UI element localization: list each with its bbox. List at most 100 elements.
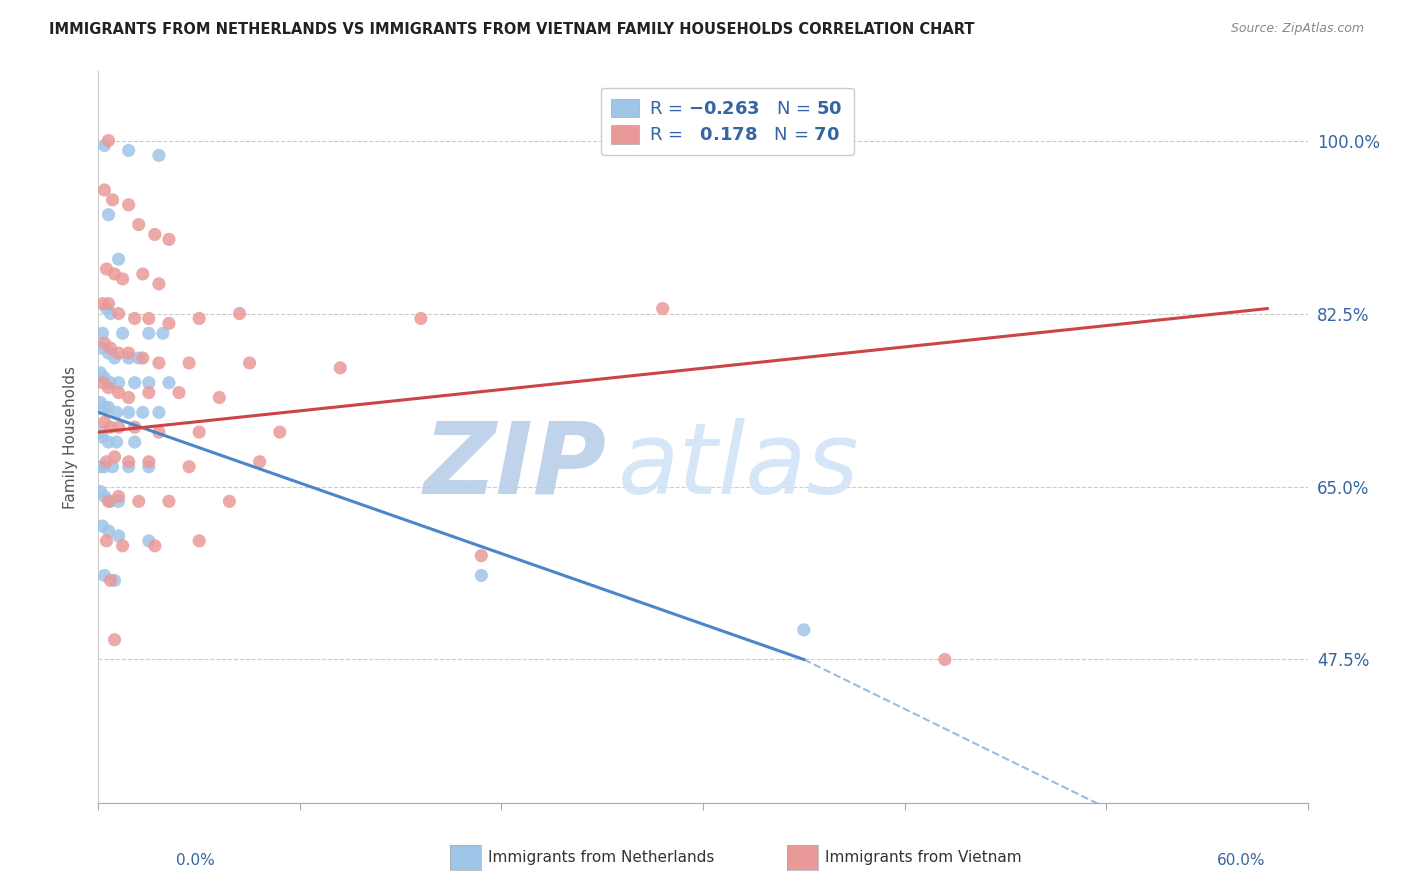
Point xyxy=(148,277,170,291)
Point xyxy=(118,455,141,469)
Point xyxy=(409,311,432,326)
Point xyxy=(470,568,492,582)
Point xyxy=(118,346,141,360)
Point xyxy=(107,529,129,543)
Point xyxy=(103,632,125,647)
Point xyxy=(124,435,146,450)
Point xyxy=(148,148,170,162)
Text: Immigrants from Netherlands: Immigrants from Netherlands xyxy=(488,850,714,864)
Point xyxy=(148,356,170,370)
Point xyxy=(89,425,111,439)
Point xyxy=(188,311,211,326)
Point xyxy=(89,484,111,499)
Point xyxy=(132,351,155,365)
Point xyxy=(179,356,201,370)
Text: ZIP: ZIP xyxy=(423,417,606,515)
Point xyxy=(105,435,128,450)
Point xyxy=(228,306,250,320)
Point xyxy=(124,311,146,326)
Point xyxy=(111,539,134,553)
Point xyxy=(91,430,114,444)
Point xyxy=(97,381,120,395)
Point xyxy=(93,459,115,474)
Point xyxy=(93,489,115,503)
Point xyxy=(93,401,115,415)
Point xyxy=(793,623,815,637)
Point xyxy=(107,420,129,434)
Point xyxy=(93,183,115,197)
Point xyxy=(934,652,956,666)
Text: 0.0%: 0.0% xyxy=(176,854,215,868)
Point xyxy=(167,385,190,400)
Point xyxy=(101,459,124,474)
Point xyxy=(97,346,120,360)
Point xyxy=(100,306,122,320)
Point xyxy=(103,450,125,464)
Point xyxy=(90,341,112,355)
Point xyxy=(152,326,174,341)
Text: Source: ZipAtlas.com: Source: ZipAtlas.com xyxy=(1230,22,1364,36)
Point xyxy=(143,539,166,553)
Point xyxy=(103,574,125,588)
Point xyxy=(96,455,118,469)
Point xyxy=(100,341,122,355)
Point xyxy=(148,425,170,439)
Point xyxy=(188,425,211,439)
Point xyxy=(93,415,115,429)
Point xyxy=(91,326,114,341)
Point xyxy=(100,376,122,390)
Point xyxy=(107,346,129,360)
Point xyxy=(89,395,111,409)
Point xyxy=(97,134,120,148)
Point xyxy=(138,533,160,548)
Point xyxy=(111,326,134,341)
Point xyxy=(188,533,211,548)
Point xyxy=(218,494,240,508)
Point xyxy=(93,138,115,153)
Point xyxy=(128,218,150,232)
Text: 60.0%: 60.0% xyxy=(1218,854,1265,868)
Point xyxy=(97,494,120,508)
Point xyxy=(103,267,125,281)
Point xyxy=(100,420,122,434)
Point xyxy=(249,455,271,469)
Point xyxy=(329,360,352,375)
Text: IMMIGRANTS FROM NETHERLANDS VS IMMIGRANTS FROM VIETNAM FAMILY HOUSEHOLDS CORRELA: IMMIGRANTS FROM NETHERLANDS VS IMMIGRANT… xyxy=(49,22,974,37)
Point xyxy=(157,494,180,508)
Point xyxy=(124,420,146,434)
Point xyxy=(470,549,492,563)
Point xyxy=(239,356,262,370)
Point xyxy=(157,376,180,390)
Point xyxy=(157,317,180,331)
Point xyxy=(93,336,115,351)
Point xyxy=(138,326,160,341)
Point xyxy=(118,198,141,212)
Point xyxy=(107,489,129,503)
Point xyxy=(105,405,128,419)
Point xyxy=(97,435,120,450)
Legend: R = $\mathbf{-0.263}$   N = $\mathbf{50}$, R = $\mathbf{\ \ 0.178}$   N = $\math: R = $\mathbf{-0.263}$ N = $\mathbf{50}$,… xyxy=(600,87,853,155)
Point xyxy=(91,296,114,310)
Point xyxy=(107,306,129,320)
Point xyxy=(118,144,141,158)
Point xyxy=(148,405,170,419)
Point xyxy=(157,232,180,246)
Point xyxy=(138,459,160,474)
Point xyxy=(111,272,134,286)
Point xyxy=(138,311,160,326)
Point xyxy=(97,524,120,538)
Point xyxy=(132,405,155,419)
Point xyxy=(96,301,118,316)
Point xyxy=(651,301,673,316)
Point xyxy=(93,371,115,385)
Point xyxy=(107,252,129,267)
Point xyxy=(179,459,201,474)
Point xyxy=(128,351,150,365)
Point xyxy=(138,376,160,390)
Point xyxy=(118,351,141,365)
Point xyxy=(103,351,125,365)
Point xyxy=(128,494,150,508)
Point xyxy=(97,208,120,222)
Point xyxy=(208,391,231,405)
Point xyxy=(132,267,155,281)
